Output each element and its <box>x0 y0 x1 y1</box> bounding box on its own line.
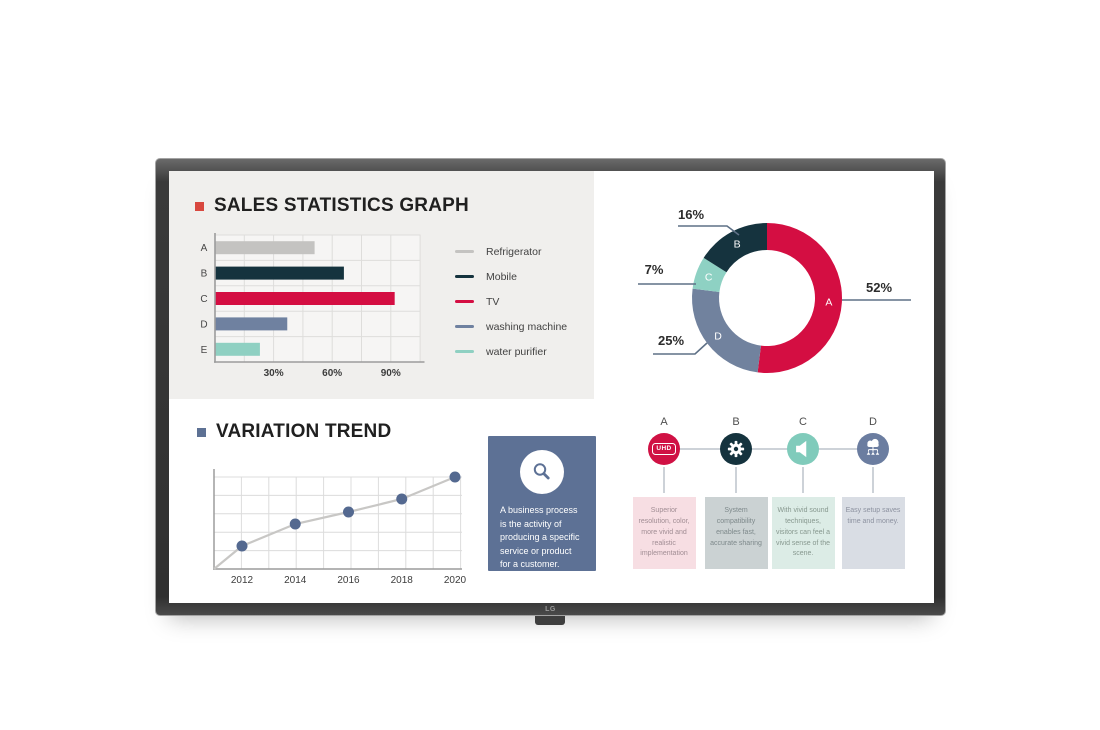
year-tick-label: 2018 <box>391 575 414 586</box>
red-square-bullet-icon <box>195 201 204 211</box>
legend-swatch <box>455 324 474 329</box>
tv-display-frame: SALES STATISTICS GRAPH A B C D E 30% 60% 90% Re… <box>155 158 946 616</box>
sales-title-text: SALES STATISTICS GRAPH <box>214 195 469 216</box>
donut-segment-letter: C <box>705 272 713 284</box>
bar <box>215 292 395 305</box>
legend-item: Refrigerator <box>455 239 567 264</box>
donut-segment <box>757 223 842 373</box>
share-donut-chart: A 52% D 25% C 7% B 16% <box>638 207 911 373</box>
donut-leader-line <box>653 342 708 355</box>
variation-title-text: VARIATION TREND <box>216 421 392 442</box>
bar <box>215 317 288 331</box>
variation-section-title: VARIATION TREND <box>197 421 391 443</box>
speaker-glyph <box>796 440 807 458</box>
uhd-badge-icon: UHD <box>648 433 680 465</box>
donut-segment <box>692 257 727 292</box>
x-axis-tick-label: 90% <box>381 368 401 379</box>
sales-bar-chart: A B C D E 30% 60% 90% <box>200 233 425 379</box>
feature-a-box: Superior resolution, color, more vivid a… <box>632 497 696 570</box>
speaker-icon <box>787 433 819 465</box>
legend-item: water purifier <box>455 339 567 364</box>
data-point <box>396 493 408 505</box>
cloud-network-glyph <box>866 438 880 455</box>
bar-category-label: B <box>201 269 208 280</box>
bar <box>215 266 344 280</box>
legend-label: TV <box>486 295 500 308</box>
data-point <box>449 471 461 483</box>
donut-segment-letter: A <box>825 296 832 308</box>
year-tick-label: 2016 <box>337 575 360 586</box>
feature-b-stub-line <box>735 467 737 493</box>
sales-section-title: SALES STATISTICS GRAPH <box>195 195 469 217</box>
legend-swatch <box>455 249 474 254</box>
x-axis-tick-label: 60% <box>322 368 342 379</box>
gear-icon <box>720 433 752 465</box>
feature-a-letter: A <box>660 416 668 428</box>
feature-d-stub-line <box>872 467 874 493</box>
screen: SALES STATISTICS GRAPH A B C D E 30% 60% 90% Re… <box>169 171 934 603</box>
donut-percent-label: 7% <box>645 262 664 277</box>
feature-a-stub-line <box>663 467 665 493</box>
year-tick-label: 2014 <box>284 575 307 586</box>
donut-percent-label: 25% <box>658 333 684 348</box>
feature-a: A UHD Superior resolution, color, more v… <box>632 415 696 570</box>
feature-c-letter: C <box>799 416 807 428</box>
legend-item: washing machine <box>455 314 567 339</box>
legend-label: Refrigerator <box>486 245 542 258</box>
feature-c-box: With vivid sound techniques, visitors ca… <box>771 497 835 570</box>
donut-percent-label: 52% <box>866 280 892 295</box>
features-connector-line <box>664 448 873 450</box>
bar <box>215 342 260 356</box>
info-box-text: A business process is the activity of pr… <box>500 505 580 569</box>
bar-category-label: E <box>201 345 208 356</box>
bar-chart-legend: Refrigerator Mobile TV washing machine water… <box>455 239 567 364</box>
legend-item: TV <box>455 289 567 314</box>
feature-b-box: System compatibility enables fast, accur… <box>704 497 768 569</box>
data-point <box>236 540 248 552</box>
year-tick-label: 2020 <box>444 575 467 586</box>
feature-d-letter: D <box>869 416 877 428</box>
legend-item: Mobile <box>455 264 567 289</box>
data-point <box>289 518 301 530</box>
variation-line-chart: 2012 2014 2016 2018 2020 <box>213 469 467 586</box>
business-process-info-box: A business process is the activity of pr… <box>488 436 596 571</box>
donut-leader-line <box>678 225 740 236</box>
feature-d: D Easy setup saves time and money. <box>841 415 905 569</box>
feature-c-stub-line <box>802 467 804 493</box>
uhd-badge-label: UHD <box>651 442 677 456</box>
legend-swatch <box>455 274 474 279</box>
donut-segment <box>703 223 767 273</box>
year-tick-label: 2012 <box>231 575 254 586</box>
legend-swatch <box>455 349 474 354</box>
donut-percent-label: 16% <box>678 207 704 222</box>
feature-c: C With vivid sound techniques, visitors … <box>771 415 835 570</box>
lg-logo: LG <box>545 606 556 613</box>
magnifier-glyph <box>533 463 550 480</box>
gear-hole <box>733 446 739 452</box>
tv-stand <box>535 616 565 625</box>
donut-segment <box>692 288 761 373</box>
x-axis-tick-label: 30% <box>264 368 284 379</box>
trend-line <box>213 475 456 570</box>
blue-square-bullet-icon <box>197 427 206 437</box>
legend-label: Mobile <box>486 270 517 283</box>
cloud-network-icon <box>857 433 889 465</box>
feature-d-box: Easy setup saves time and money. <box>841 497 905 569</box>
legend-label: washing machine <box>486 320 568 333</box>
magnifier-icon <box>520 450 564 494</box>
legend-label: water purifier <box>486 345 547 358</box>
feature-b-letter: B <box>732 416 740 428</box>
gear-glyph <box>727 440 745 458</box>
donut-segment-letter: D <box>714 331 722 343</box>
bar-category-label: A <box>201 243 208 254</box>
legend-swatch <box>455 299 474 304</box>
bar-category-label: D <box>200 319 207 330</box>
bar-category-label: C <box>200 294 207 305</box>
feature-b: B System compatibility enables fast, acc… <box>704 415 768 569</box>
data-point <box>343 506 354 518</box>
donut-segment-letter: B <box>734 238 741 250</box>
bar <box>215 241 315 255</box>
